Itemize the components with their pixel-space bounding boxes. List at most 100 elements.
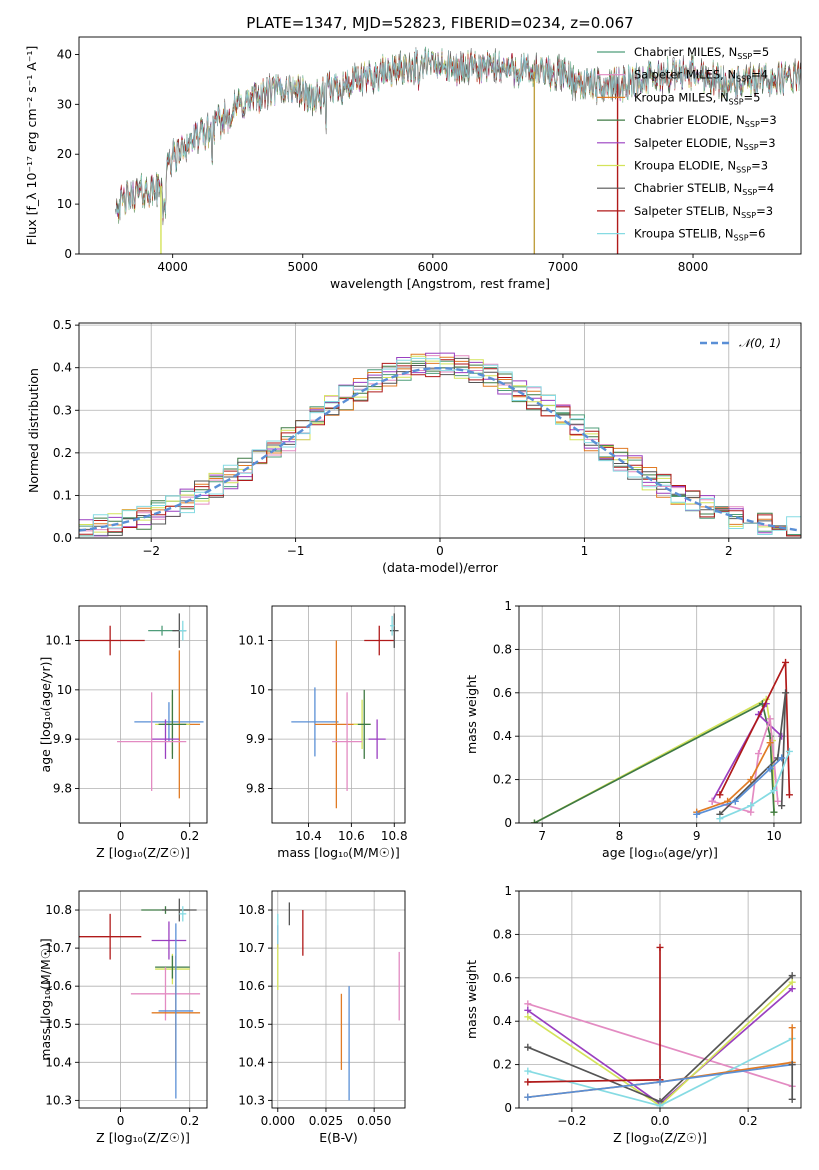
- y-tick-label: 0.3: [53, 403, 72, 417]
- y-tick-label: 0.0: [53, 531, 72, 545]
- y-tick-label: 0: [504, 816, 512, 830]
- weight-marker: [708, 797, 716, 805]
- weight-marker: [770, 808, 778, 816]
- y-tick-label: 10.8: [45, 903, 72, 917]
- weight-line: [719, 692, 787, 815]
- panel-weight_vs_age: 7 8 9 10 0 0.2 0.4 0.6 0.8 1 age [log₁₀(age/yr)] ma…: [464, 599, 802, 860]
- weight-line: [711, 718, 779, 814]
- y-axis-label: mass weight: [464, 960, 479, 1039]
- x-axis-label: E(B-V): [319, 1130, 358, 1145]
- plot-area: [115, 46, 801, 254]
- legend-entry: Salpeter ELODIE, NSSP=3: [634, 136, 776, 152]
- weight-marker: [788, 1095, 796, 1103]
- y-axis-label: mass weight: [464, 675, 479, 754]
- y-tick-label: 10.1: [238, 634, 265, 648]
- legend-entry-sub: SSP: [729, 97, 744, 106]
- weight-line: [719, 751, 791, 820]
- y-tick-label: 10.7: [238, 941, 265, 955]
- weight-marker: [747, 808, 755, 816]
- legend-entry-sub: SSP: [736, 166, 751, 175]
- grid: [272, 606, 405, 823]
- weight-marker: [774, 797, 782, 805]
- x-tick-label: 7000: [548, 260, 579, 274]
- legend-entry-main: Salpeter ELODIE, N: [634, 136, 744, 150]
- x-tick-label: 0.2: [180, 829, 199, 843]
- legend-entry-tail: =5: [744, 90, 761, 104]
- y-axis-label: mass [log₁₀(M/M☉)]: [38, 938, 53, 1060]
- legend-entry-tail: =6: [749, 227, 766, 241]
- y-tick-label: 10.5: [45, 1017, 72, 1031]
- legend-entry-main: Kroupa ELODIE, N: [634, 159, 736, 173]
- y-tick-label: 9.8: [246, 781, 265, 795]
- weight-marker: [778, 802, 786, 810]
- normal-curve: [79, 367, 799, 532]
- y-tick-label: 0.2: [53, 446, 72, 460]
- weight-marker: [524, 1013, 532, 1021]
- plot-area: [277, 902, 400, 1101]
- legend-entry-tail: =3: [760, 113, 777, 127]
- weight-marker: [716, 791, 724, 799]
- y-tick-label: 20: [57, 147, 72, 161]
- legend-entry-main: Chabrier MILES, N: [634, 45, 737, 59]
- x-tick-label: 6000: [418, 260, 449, 274]
- x-tick-label: 1: [581, 544, 589, 558]
- legend-entry-sub: SSP: [737, 52, 752, 61]
- legend-entry: Chabrier STELIB, NSSP=4: [634, 181, 774, 197]
- weight-line: [534, 702, 775, 823]
- axes-frame: [271, 890, 406, 1109]
- weight-marker: [766, 739, 774, 747]
- axes-frame: [271, 605, 406, 824]
- x-tick-label: 9: [693, 829, 701, 843]
- weight-marker: [747, 802, 755, 810]
- y-tick-label: 0.4: [493, 729, 512, 743]
- legend-entry-tail: =4: [757, 181, 774, 195]
- y-tick-label: 10.3: [238, 1093, 265, 1107]
- y-tick-label: 9.9: [246, 732, 265, 746]
- x-tick-label: −1: [287, 544, 305, 558]
- x-tick-label: −0.2: [557, 1114, 586, 1128]
- y-tick-label: 1: [504, 884, 512, 898]
- weight-line: [719, 662, 791, 796]
- axes-frame: [78, 36, 802, 255]
- legend-entry: 𝒩(0, 1): [739, 336, 781, 350]
- x-tick-label: 0: [117, 1114, 125, 1128]
- y-tick-label: 10.4: [45, 1055, 72, 1069]
- weight-marker: [785, 791, 793, 799]
- y-tick-label: 0.2: [493, 1058, 512, 1072]
- plot-area: [291, 613, 399, 809]
- panel-mass_vs_ebv: 0.000 0.025 0.050 10.3 10.4 10.5 10.6 10.7 10.8 E…: [238, 890, 406, 1145]
- legend-entry-main: Salpeter STELIB, N: [634, 204, 741, 218]
- x-tick-label: 7: [538, 829, 546, 843]
- y-tick-label: 0.4: [493, 1014, 512, 1028]
- y-tick-label: 0: [64, 247, 72, 261]
- legend-entry: Salpeter MILES, NSSP=4: [634, 68, 768, 84]
- weight-marker: [524, 1078, 532, 1086]
- x-tick-label: 0.050: [357, 1114, 391, 1128]
- x-axis-label: mass [log₁₀(M/M☉)]: [277, 845, 399, 860]
- panel-residuals: −2 −1 0 1 2 0.0 0.1 0.2 0.3 0.4 0.5 (data-model)/er…: [26, 318, 802, 575]
- legend-entry: Kroupa STELIB, NSSP=6: [634, 227, 765, 243]
- y-tick-label: 0.6: [493, 686, 512, 700]
- weight-marker: [766, 765, 774, 773]
- legend-entry: Salpeter STELIB, NSSP=3: [634, 204, 773, 220]
- y-tick-label: 0.8: [493, 642, 512, 656]
- y-tick-label: 9.9: [53, 732, 72, 746]
- grid: [79, 606, 207, 823]
- y-tick-label: 10.4: [238, 1055, 265, 1069]
- y-tick-label: 10.6: [45, 979, 72, 993]
- plot-area: [524, 943, 796, 1108]
- x-axis-label: (data-model)/error: [382, 560, 499, 575]
- y-tick-label: 1: [504, 599, 512, 613]
- histogram-series: [79, 362, 801, 537]
- weight-marker: [788, 985, 796, 993]
- x-tick-label: 8: [616, 829, 624, 843]
- grid: [272, 891, 405, 1108]
- weight-marker: [524, 1093, 532, 1101]
- x-tick-label: 0.2: [739, 1114, 758, 1128]
- legend-entry: Chabrier MILES, NSSP=5: [634, 45, 769, 61]
- weight-marker: [788, 1061, 796, 1069]
- x-axis-label: Z [log₁₀(Z/Z☉)]: [96, 845, 190, 860]
- weight-line: [696, 757, 783, 816]
